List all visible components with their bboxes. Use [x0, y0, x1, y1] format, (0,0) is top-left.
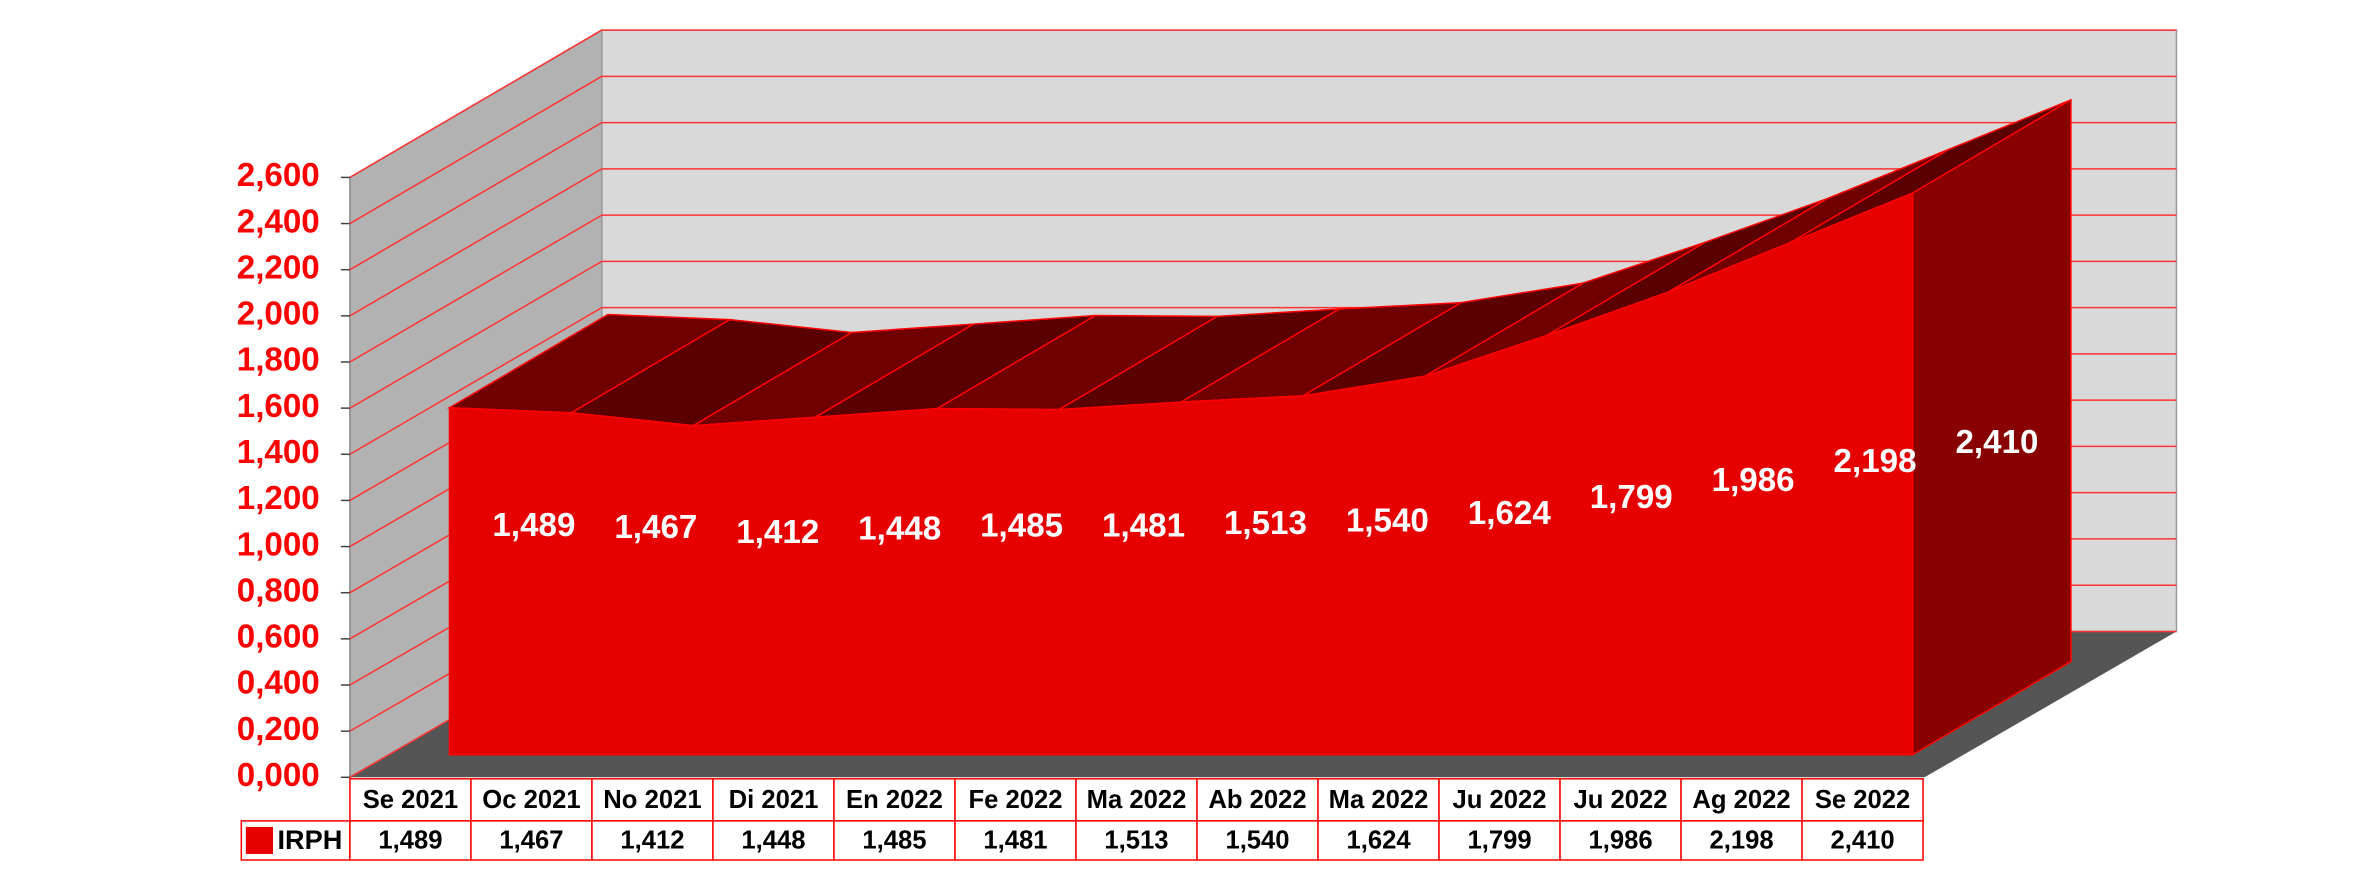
- y-tick-label: 2,000: [237, 296, 320, 333]
- table-cell: [712, 820, 835, 861]
- table-cell: [1680, 778, 1803, 822]
- table-cell: [954, 820, 1077, 861]
- grid-line: [349, 214, 603, 363]
- table-cell: [1438, 778, 1561, 822]
- y-tick-label: 0,000: [237, 757, 320, 794]
- table-value: 1,624: [1346, 827, 1411, 855]
- data-label: 1,481: [1102, 508, 1185, 545]
- table-value: 1,448: [741, 827, 805, 855]
- data-label: 1,624: [1468, 495, 1552, 532]
- table-cell: [712, 778, 835, 822]
- x-tick-label: Se 2021: [363, 786, 458, 814]
- table-cell: [1317, 820, 1440, 861]
- data-label: 1,467: [614, 509, 697, 546]
- table-cell: [1680, 820, 1803, 861]
- table-value: 1,513: [1104, 827, 1168, 855]
- data-label: 1,540: [1346, 502, 1429, 539]
- table-cell: [833, 778, 956, 822]
- data-label: 1,489: [492, 507, 575, 544]
- table-value: 1,489: [378, 827, 442, 855]
- y-tick-label: 1,000: [237, 526, 320, 563]
- table-cell: [833, 820, 956, 861]
- table-value: 1,485: [862, 827, 926, 855]
- table-value: 1,481: [983, 827, 1047, 855]
- table-cell: [1438, 820, 1561, 861]
- y-tick-label: 2,200: [237, 249, 320, 286]
- data-label: 1,448: [858, 511, 941, 548]
- x-tick-label: Ma 2022: [1087, 786, 1187, 814]
- table-cell: [591, 820, 714, 861]
- table-value: 1,467: [499, 827, 563, 855]
- x-tick-label: Di 2021: [729, 786, 819, 814]
- table-value: 1,412: [620, 827, 684, 855]
- legend-label: IRPH: [278, 824, 343, 855]
- x-tick-label: Ab 2022: [1208, 786, 1306, 814]
- data-label: 1,412: [736, 514, 819, 551]
- x-tick-label: Se 2022: [1815, 786, 1910, 814]
- y-tick-label: 2,600: [237, 157, 320, 194]
- table-value: 1,540: [1225, 827, 1289, 855]
- x-tick-label: Ju 2022: [1453, 786, 1547, 814]
- y-tick-label: 1,200: [237, 480, 320, 517]
- area-front: [448, 192, 1914, 756]
- data-label: 2,198: [1834, 443, 1917, 480]
- grid-line: [349, 121, 603, 271]
- table-cell: [349, 778, 472, 822]
- data-label: 1,986: [1712, 462, 1795, 499]
- data-label: 1,485: [980, 507, 1063, 544]
- x-tick-label: Ma 2022: [1329, 786, 1429, 814]
- y-tick-label: 2,400: [237, 203, 320, 240]
- data-label: 1,799: [1590, 479, 1673, 516]
- table-cell: [954, 778, 1077, 822]
- x-tick-label: Fe 2022: [968, 786, 1062, 814]
- grid-line: [349, 260, 603, 409]
- table-cell: [470, 820, 593, 861]
- y-tick-label: 1,800: [237, 342, 320, 379]
- grid-line: [349, 29, 603, 179]
- y-tick-label: 0,800: [237, 572, 320, 609]
- x-tick-label: No 2021: [603, 786, 701, 814]
- table-cell: [1196, 820, 1319, 861]
- y-tick-label: 0,600: [237, 619, 320, 656]
- x-tick-label: Ag 2022: [1692, 786, 1790, 814]
- grid-line: [349, 75, 603, 225]
- y-tick-label: 1,600: [237, 388, 320, 425]
- data-label: 2,410: [1955, 424, 2038, 461]
- y-tick-label: 1,400: [237, 434, 320, 471]
- table-cell: [349, 820, 472, 861]
- table-value: 2,410: [1831, 827, 1895, 855]
- x-tick-label: Oc 2021: [482, 786, 580, 814]
- x-tick-label: Ju 2022: [1574, 786, 1668, 814]
- legend-swatch: [245, 826, 274, 854]
- data-label: 1,513: [1224, 505, 1307, 542]
- grid-line: [349, 168, 603, 317]
- grid-line: [349, 306, 603, 455]
- table-cell: [1317, 778, 1440, 822]
- table-cell: [1801, 820, 1924, 861]
- y-tick-label: 0,400: [237, 665, 320, 702]
- table-value: 1,986: [1588, 827, 1652, 855]
- table-value: 2,198: [1709, 827, 1773, 855]
- y-tick-label: 0,200: [237, 711, 320, 748]
- x-tick-label: En 2022: [846, 786, 943, 814]
- table-value: 1,799: [1467, 827, 1531, 855]
